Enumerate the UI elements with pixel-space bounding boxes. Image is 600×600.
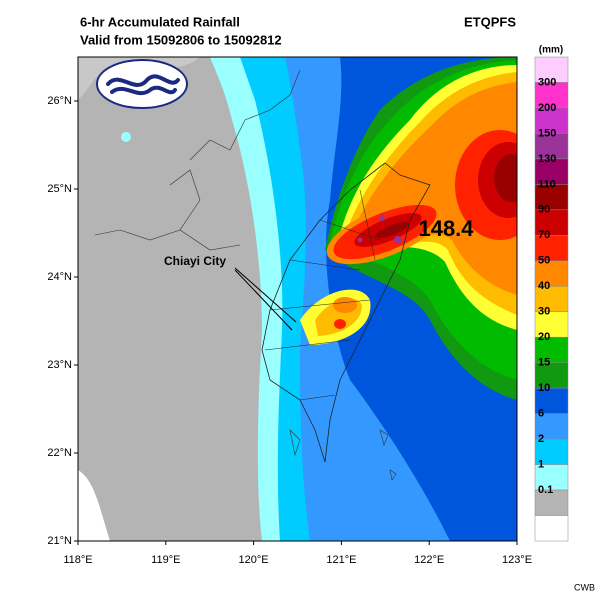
x-tick-label: 121°E	[326, 554, 356, 566]
x-tick-label: 123°E	[502, 554, 532, 566]
legend-swatch	[534, 235, 569, 262]
product: ETQPFS	[464, 14, 516, 29]
x-tick-label: 119°E	[151, 554, 180, 566]
y-tick-label: 25°N	[47, 183, 72, 195]
legend-level: 20	[538, 331, 550, 343]
legend-level: 110	[538, 178, 556, 190]
legend-level: 1	[538, 458, 544, 470]
axes: 118°E 119°E 120°E 121°E 122°E 123°E 21°N 22°N 23…	[47, 95, 532, 566]
legend-level: 2	[538, 433, 544, 445]
title: 6-hr Accumulated Rainfall	[80, 14, 240, 29]
legend-level: 0.1	[538, 484, 553, 496]
legend-swatch	[534, 133, 569, 160]
rainfall-field	[78, 57, 517, 541]
y-tick-label: 22°N	[47, 447, 72, 459]
y-tick-label: 23°N	[47, 359, 72, 371]
legend-level: 150	[538, 127, 556, 139]
legend-swatch	[534, 464, 569, 491]
y-tick-label: 26°N	[47, 95, 72, 107]
pointer	[234, 267, 297, 323]
legend-swatch	[534, 107, 569, 134]
legend-level: 50	[538, 255, 550, 267]
legend-swatch	[534, 311, 569, 338]
place-label: Chiayi City	[164, 254, 226, 268]
legend-swatch	[534, 515, 569, 542]
legend-level: 6	[538, 408, 544, 420]
legend-level: 70	[538, 229, 550, 241]
legend: 300 200 150 130 110 90 70 50 40 30 20 15 10 6 2 1 0.1	[534, 56, 569, 542]
map-frame	[77, 56, 518, 542]
legend-unit: (mm)	[539, 45, 563, 56]
x-tick-label: 118°E	[63, 554, 92, 566]
legend-level: 40	[538, 280, 550, 292]
legend-swatch	[534, 438, 569, 465]
legend-level: 30	[538, 306, 550, 318]
legend-level: 130	[538, 153, 556, 165]
pointer	[234, 269, 293, 331]
legend-level: 90	[538, 204, 550, 216]
credit: CWB	[574, 582, 595, 592]
y-tick-label: 21°N	[47, 535, 72, 547]
legend-swatch	[534, 362, 569, 389]
legend-level: 10	[538, 382, 550, 394]
legend-swatch	[534, 209, 569, 236]
x-tick-label: 120°E	[239, 554, 269, 566]
legend-swatch	[534, 387, 569, 414]
legend-level: 300	[538, 76, 556, 88]
legend-swatch	[534, 489, 569, 516]
legend-swatch	[534, 82, 569, 109]
x-tick-label: 122°E	[414, 554, 444, 566]
legend-level: 15	[538, 357, 550, 369]
subtitle: Valid from 15092806 to 15092812	[80, 32, 282, 47]
legend-swatch	[534, 56, 569, 83]
legend-level: 200	[538, 102, 556, 114]
y-tick-label: 24°N	[47, 271, 72, 283]
max-value: 148.4	[418, 216, 474, 241]
legend-swatch	[534, 413, 569, 440]
